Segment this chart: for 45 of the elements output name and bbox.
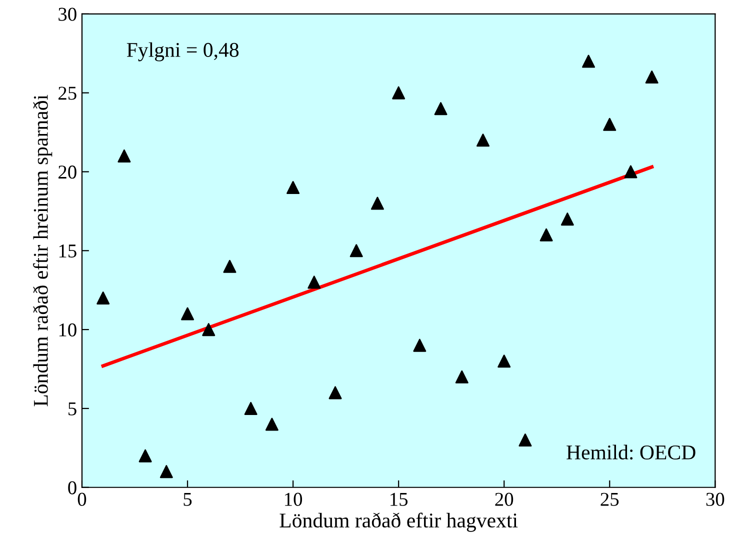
y-tick-label: 20 <box>58 166 76 179</box>
y-tick-label: 10 <box>59 323 76 336</box>
y-tick-label: 25 <box>58 86 76 100</box>
x-axis-title: Löndum raðað eftir hagvexti <box>280 512 518 532</box>
y-tick-label: 15 <box>59 244 76 258</box>
annotation: Hemild: OECD <box>566 444 696 460</box>
point <box>476 134 490 147</box>
x-tick-label: 10 <box>285 492 302 506</box>
point <box>392 86 406 100</box>
point <box>118 149 131 162</box>
y-tick-label: 0 <box>68 481 76 494</box>
point <box>265 418 278 431</box>
point <box>96 291 110 304</box>
point <box>413 338 426 352</box>
y-tick-label: 30 <box>58 8 76 21</box>
point <box>540 228 553 242</box>
point <box>223 260 236 273</box>
point <box>645 70 658 84</box>
point <box>160 465 173 478</box>
point <box>498 354 511 368</box>
point <box>603 118 616 131</box>
point <box>328 386 342 400</box>
x-tick-label: 0 <box>78 492 86 506</box>
point <box>308 276 321 289</box>
point <box>582 54 596 68</box>
x-tick-label: 25 <box>600 492 619 506</box>
point <box>560 212 574 226</box>
point <box>181 307 194 320</box>
y-axis-title: Löndum raðað eftir hreinum sparnaði <box>32 94 52 406</box>
annotation: Fylgni = 0,48 <box>126 42 239 62</box>
x-tick-label: 5 <box>184 492 192 506</box>
y-tick-label: 5 <box>68 402 76 416</box>
point <box>202 323 216 336</box>
point <box>138 449 152 462</box>
point <box>244 402 258 415</box>
point <box>370 196 384 210</box>
point <box>455 370 468 384</box>
x-tick-label: 30 <box>706 492 724 506</box>
point <box>286 181 300 194</box>
point <box>518 434 532 447</box>
point <box>624 165 638 178</box>
point <box>434 102 448 116</box>
x-tick-label: 20 <box>495 492 514 506</box>
x-tick-label: 15 <box>390 492 408 506</box>
point <box>350 244 363 258</box>
